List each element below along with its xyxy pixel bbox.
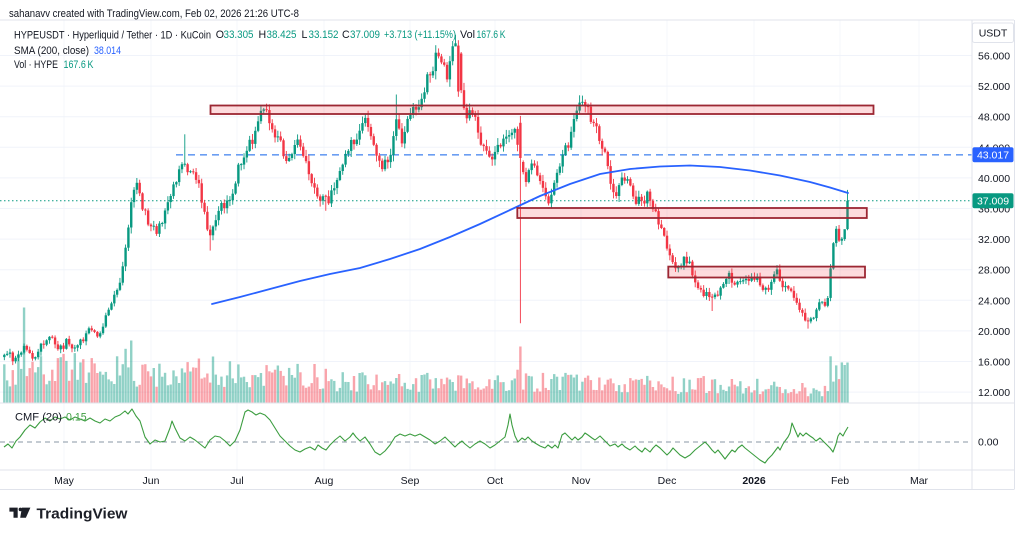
svg-text:Vol: Vol <box>460 29 475 41</box>
svg-text:May: May <box>54 475 75 487</box>
svg-text:16.000: 16.000 <box>978 357 1010 369</box>
svg-text:C: C <box>342 29 350 41</box>
svg-text:Jun: Jun <box>143 475 160 487</box>
svg-text:Sep: Sep <box>401 475 420 487</box>
svg-text:52.000: 52.000 <box>978 81 1010 93</box>
svg-text:2026: 2026 <box>742 475 766 487</box>
svg-text:Mar: Mar <box>910 475 929 487</box>
svg-text:37.009: 37.009 <box>977 195 1009 207</box>
svg-text:0.15: 0.15 <box>66 412 87 424</box>
svg-text:Aug: Aug <box>315 475 334 487</box>
svg-text:Oct: Oct <box>487 475 503 487</box>
svg-text:Vol · HYPE: Vol · HYPE <box>14 59 58 71</box>
svg-text:12.000: 12.000 <box>978 387 1010 399</box>
svg-text:Dec: Dec <box>658 475 677 487</box>
svg-text:28.000: 28.000 <box>978 265 1010 277</box>
svg-text:40.000: 40.000 <box>978 173 1010 185</box>
svg-text:TradingView: TradingView <box>37 505 128 522</box>
svg-text:CMF (20): CMF (20) <box>15 412 62 424</box>
svg-text:0.00: 0.00 <box>978 437 999 449</box>
svg-text:38.425: 38.425 <box>267 29 297 41</box>
svg-text:56.000: 56.000 <box>978 51 1010 63</box>
svg-text:SMA (200, close): SMA (200, close) <box>14 45 89 57</box>
svg-text:USDT: USDT <box>979 28 1008 40</box>
svg-text:L: L <box>302 29 308 41</box>
svg-text:33.305: 33.305 <box>224 29 254 41</box>
svg-text:32.000: 32.000 <box>978 234 1010 246</box>
svg-text:HYPEUSDT · Hyperliquid / Tethe: HYPEUSDT · Hyperliquid / Tether · 1D · K… <box>14 30 211 42</box>
svg-text:H: H <box>259 29 267 41</box>
svg-text:24.000: 24.000 <box>978 295 1010 307</box>
svg-text:sahanavv created with TradingV: sahanavv created with TradingView.com, F… <box>9 8 299 20</box>
svg-text:48.000: 48.000 <box>978 112 1010 124</box>
svg-text:38.014: 38.014 <box>94 45 121 57</box>
svg-text:Feb: Feb <box>831 475 849 487</box>
svg-text:20.000: 20.000 <box>978 326 1010 338</box>
svg-text:Jul: Jul <box>230 475 243 487</box>
svg-text:43.017: 43.017 <box>977 149 1009 161</box>
svg-text:O: O <box>216 29 224 41</box>
svg-text:Nov: Nov <box>572 475 591 487</box>
svg-text:167.6 K: 167.6 K <box>477 29 506 41</box>
svg-text:+3.713 (+11.15%): +3.713 (+11.15%) <box>384 29 456 41</box>
svg-text:167.6 K: 167.6 K <box>64 59 94 71</box>
svg-text:37.009: 37.009 <box>350 29 380 41</box>
svg-text:33.152: 33.152 <box>309 29 339 41</box>
